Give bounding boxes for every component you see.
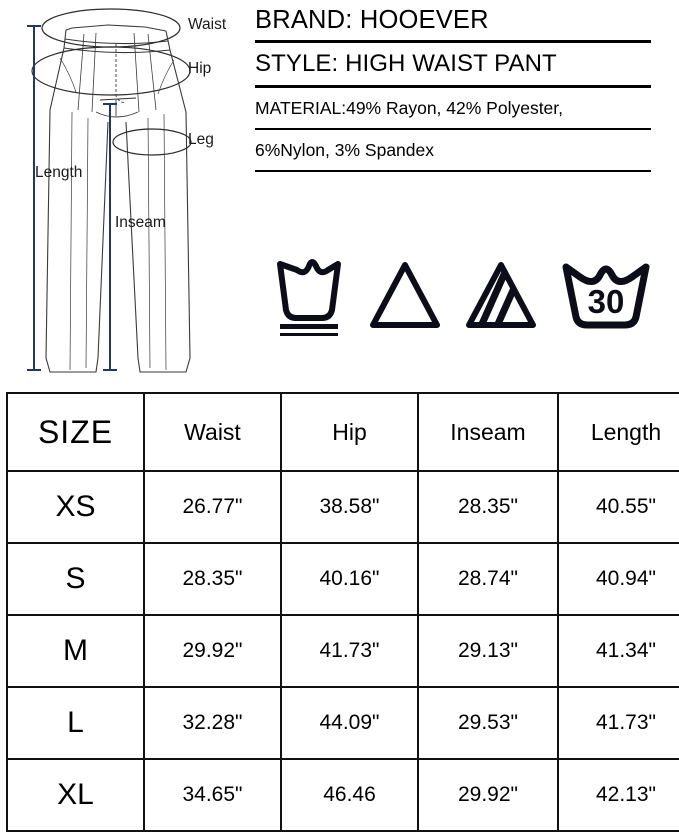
cell-inseam: 29.53" (417, 686, 559, 760)
row-size-label: XL (6, 758, 145, 832)
care-symbols-row: 30 (250, 252, 679, 370)
cell-hip: 41.73" (280, 614, 419, 688)
header-inseam: Inseam (417, 392, 559, 472)
product-info-block: BRAND: HOOEVER STYLE: HIGH WAIST PANT MA… (250, 0, 679, 250)
table-row: XL 34.65" 46.46 29.92" 42.13" (6, 758, 679, 832)
non-chlorine-bleach-icon (466, 262, 536, 328)
cell-length: 41.34" (557, 614, 679, 688)
diagram-label-leg: Leg (188, 131, 214, 148)
cell-waist: 32.28" (143, 686, 282, 760)
brand-line: BRAND: HOOEVER (250, 0, 679, 40)
material-text-2: 6%Nylon, 3% Spandex (255, 140, 434, 160)
header-length: Length (557, 392, 679, 472)
cell-waist: 26.77" (143, 470, 282, 544)
row-size-label: L (6, 686, 145, 760)
waist-ellipse (41, 8, 181, 48)
inseam-measure-line (103, 103, 117, 371)
wash-30-icon: 30 (562, 263, 650, 329)
delicate-wash-icon (277, 259, 341, 336)
cell-length: 42.13" (557, 758, 679, 832)
cell-hip: 44.09" (280, 686, 419, 760)
table-row: L 32.28" 44.09" 29.53" 41.73" (6, 686, 679, 760)
table-row: M 29.92" 41.73" 29.13" 41.34" (6, 614, 679, 688)
diagram-label-waist: Waist (188, 16, 227, 33)
leg-ellipse (112, 128, 192, 156)
row-size-label: XS (6, 470, 145, 544)
table-row: S 28.35" 40.16" 28.74" 40.94" (6, 542, 679, 616)
table-header-row: SIZE Waist Hip Inseam Length (6, 392, 679, 472)
cell-length: 41.73" (557, 686, 679, 760)
divider-2 (255, 85, 651, 88)
cell-length: 40.55" (557, 470, 679, 544)
cell-waist: 34.65" (143, 758, 282, 832)
style-line: STYLE: HIGH WAIST PANT (250, 43, 679, 85)
style-text: STYLE: HIGH WAIST PANT (255, 50, 557, 77)
cell-inseam: 28.35" (417, 470, 559, 544)
material-text-1: MATERIAL:49% Rayon, 42% Polyester, (255, 98, 564, 118)
cell-length: 40.94" (557, 542, 679, 616)
cell-hip: 38.58" (280, 470, 419, 544)
cell-inseam: 29.92" (417, 758, 559, 832)
cell-waist: 29.92" (143, 614, 282, 688)
cell-hip: 40.16" (280, 542, 419, 616)
header-size: SIZE (6, 392, 145, 472)
header-hip: Hip (280, 392, 419, 472)
cell-hip: 46.46 (280, 758, 419, 832)
row-size-label: S (6, 542, 145, 616)
material-line-1: MATERIAL:49% Rayon, 42% Polyester, (250, 88, 679, 128)
bleach-triangle-icon (370, 262, 440, 328)
pants-illustration (27, 8, 192, 373)
divider-1 (255, 40, 651, 43)
header-waist: Waist (143, 392, 282, 472)
cell-inseam: 29.13" (417, 614, 559, 688)
diagram-label-length: Length (35, 164, 83, 181)
pants-diagram: Waist Hip Leg Length Inseam (0, 0, 248, 382)
size-table-wrapper: SIZE Waist Hip Inseam Length XS 26.77" 3… (6, 392, 679, 832)
table-row: XS 26.77" 38.58" 28.35" 40.55" (6, 470, 679, 544)
material-line-2: 6%Nylon, 3% Spandex (250, 130, 679, 170)
wash-temperature-text: 30 (588, 283, 625, 320)
divider-4 (255, 170, 651, 172)
divider-3 (255, 128, 651, 130)
cell-inseam: 28.74" (417, 542, 559, 616)
cell-waist: 28.35" (143, 542, 282, 616)
diagram-label-inseam: Inseam (115, 214, 166, 231)
length-measure-line (27, 25, 41, 371)
hip-ellipse (31, 46, 191, 96)
row-size-label: M (6, 614, 145, 688)
size-table: SIZE Waist Hip Inseam Length XS 26.77" 3… (6, 392, 679, 832)
brand-text: BRAND: HOOEVER (255, 6, 489, 34)
diagram-label-hip: Hip (188, 60, 212, 77)
